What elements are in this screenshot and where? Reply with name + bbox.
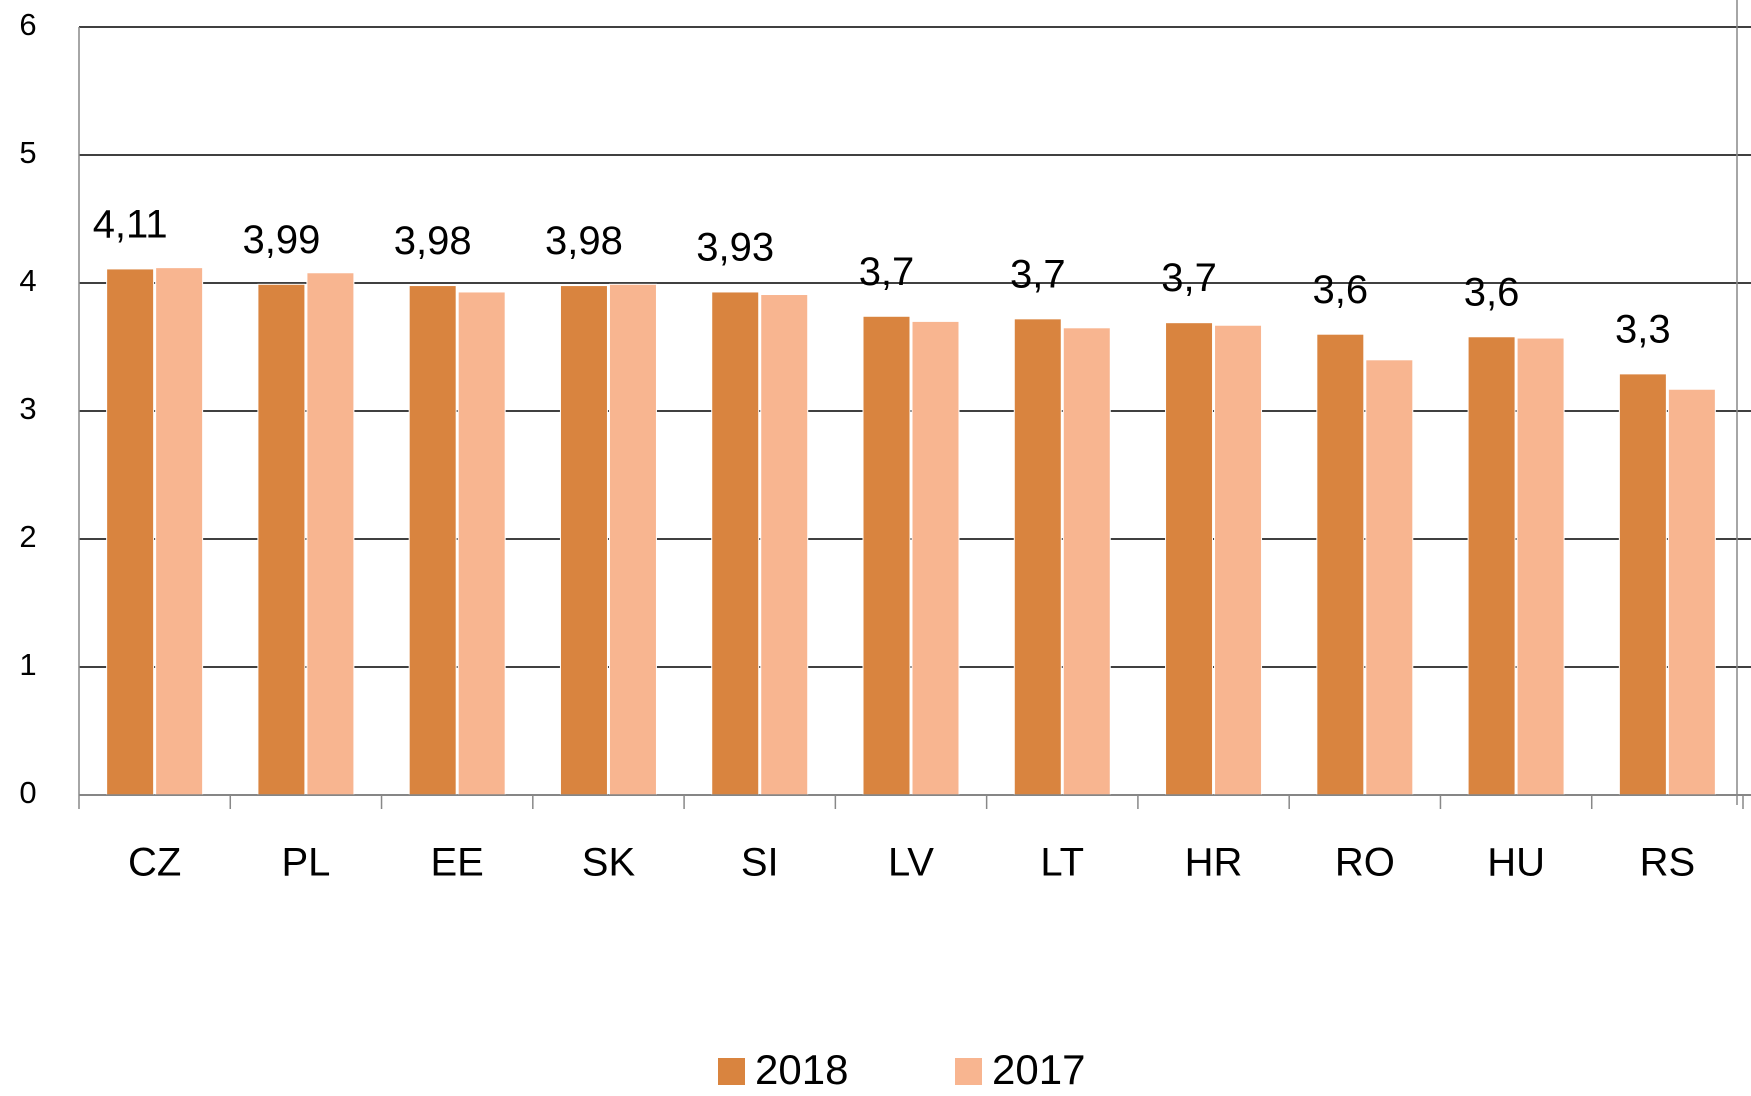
bar bbox=[1467, 336, 1516, 796]
bar bbox=[1516, 337, 1565, 796]
bar bbox=[1165, 322, 1214, 796]
bar bbox=[1214, 324, 1263, 796]
bar bbox=[608, 283, 657, 796]
legend-swatch bbox=[718, 1058, 745, 1085]
x-tick-label: LV bbox=[888, 841, 934, 885]
data-label: 3,7 bbox=[859, 250, 915, 294]
x-tick-label: RO bbox=[1335, 841, 1395, 885]
data-label: 3,7 bbox=[1161, 256, 1217, 300]
bar bbox=[1013, 318, 1062, 796]
x-tick-label: HR bbox=[1185, 841, 1243, 885]
data-label: 3,6 bbox=[1313, 268, 1369, 312]
x-tick-label: EE bbox=[431, 841, 484, 885]
bar bbox=[457, 291, 506, 796]
x-tick-label: RS bbox=[1640, 841, 1696, 885]
data-label: 3,6 bbox=[1464, 270, 1520, 314]
y-tick-label: 5 bbox=[19, 135, 36, 170]
bar bbox=[1667, 388, 1716, 796]
bar bbox=[306, 272, 355, 796]
data-label: 3,99 bbox=[242, 218, 320, 262]
bar bbox=[155, 267, 204, 796]
x-tick-label: SK bbox=[582, 841, 636, 885]
bar bbox=[1316, 333, 1365, 796]
x-tick-label: LT bbox=[1040, 841, 1084, 885]
legend-label: 2017 bbox=[992, 1046, 1085, 1093]
y-tick-label: 0 bbox=[19, 775, 36, 810]
bar bbox=[711, 291, 760, 796]
bar bbox=[1062, 327, 1111, 796]
x-tick-label: PL bbox=[281, 841, 330, 885]
y-tick-label: 1 bbox=[19, 647, 36, 682]
x-tick-label: HU bbox=[1487, 841, 1545, 885]
data-label: 4,11 bbox=[93, 202, 168, 246]
data-label: 3,98 bbox=[545, 219, 623, 263]
bar bbox=[760, 294, 809, 796]
y-tick-label: 6 bbox=[19, 7, 36, 42]
bar bbox=[911, 320, 960, 796]
y-tick-label: 3 bbox=[19, 391, 36, 426]
y-tick-label: 2 bbox=[19, 519, 36, 554]
x-tick-label: SI bbox=[741, 841, 779, 885]
y-tick-label: 4 bbox=[19, 263, 36, 298]
bar bbox=[559, 285, 608, 796]
bar bbox=[408, 285, 457, 796]
legend-label: 2018 bbox=[755, 1046, 848, 1093]
bar bbox=[1365, 359, 1414, 796]
legend-swatch bbox=[955, 1058, 982, 1085]
bar bbox=[257, 283, 306, 796]
data-label: 3,3 bbox=[1615, 307, 1671, 351]
x-tick-label: CZ bbox=[128, 841, 181, 885]
bar bbox=[106, 268, 155, 796]
data-label: 3,93 bbox=[696, 226, 774, 270]
bar bbox=[1618, 373, 1667, 796]
data-label: 3,98 bbox=[394, 219, 472, 263]
bar bbox=[862, 315, 911, 796]
data-label: 3,7 bbox=[1010, 252, 1066, 296]
